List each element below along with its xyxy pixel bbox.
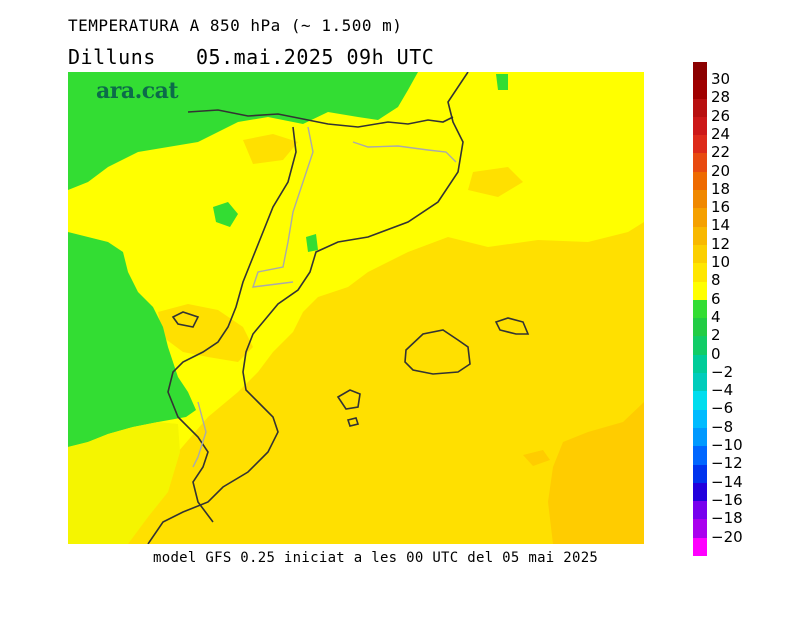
scale-swatch bbox=[693, 501, 707, 520]
scale-label: 8 bbox=[711, 271, 721, 290]
scale-swatch bbox=[693, 226, 707, 245]
scale-label: −10 bbox=[711, 436, 743, 454]
south-border bbox=[192, 401, 207, 468]
scale-label: 18 bbox=[711, 179, 731, 198]
scale-label: 0 bbox=[711, 344, 721, 363]
scale-label: 6 bbox=[711, 289, 721, 308]
scale-label: −8 bbox=[711, 417, 734, 436]
forecast-datetime: 05.mai.2025 09h UTC bbox=[196, 45, 435, 69]
zone-green-west bbox=[68, 232, 196, 447]
scale-swatch bbox=[693, 299, 707, 319]
zone-gold-inland bbox=[158, 304, 253, 362]
scale-label: −4 bbox=[711, 381, 734, 400]
scale-label: 12 bbox=[711, 234, 731, 253]
scale-label: −12 bbox=[711, 454, 743, 473]
ara-cat-logo: ara.cat bbox=[96, 78, 179, 104]
frontier-line bbox=[167, 126, 297, 523]
scale-label: 14 bbox=[711, 216, 731, 235]
scale-label: 30 bbox=[711, 70, 731, 88]
scale-label: 22 bbox=[711, 143, 731, 162]
scale-label: −18 bbox=[711, 509, 743, 528]
pyrenees-line bbox=[187, 109, 454, 128]
mallorca-coast bbox=[404, 329, 471, 375]
zone-green-north bbox=[68, 72, 418, 190]
scale-label: 16 bbox=[711, 198, 731, 217]
scale-swatch bbox=[693, 116, 707, 136]
scale-swatch bbox=[693, 62, 707, 81]
scale-swatch bbox=[693, 190, 707, 209]
scale-swatch bbox=[693, 519, 707, 538]
scale-label: −2 bbox=[711, 362, 734, 381]
scale-swatch bbox=[693, 336, 707, 355]
scale-label: 4 bbox=[711, 307, 721, 326]
forecast-day: Dilluns bbox=[68, 45, 156, 69]
scale-swatch bbox=[693, 482, 707, 502]
zone-orange-spot bbox=[523, 450, 550, 466]
andorra-border bbox=[251, 126, 314, 288]
scale-swatch bbox=[693, 373, 707, 392]
scale-swatch bbox=[693, 135, 707, 154]
zone-light-yellow bbox=[68, 422, 180, 544]
zone-gold-north bbox=[243, 134, 298, 164]
scale-swatch bbox=[693, 427, 707, 447]
inland-boundary bbox=[171, 311, 200, 328]
coastlines bbox=[147, 72, 530, 544]
scale-swatch bbox=[693, 153, 707, 172]
formentera-coast bbox=[346, 417, 360, 427]
mainland-coast bbox=[147, 72, 469, 544]
zone-green-ne bbox=[496, 74, 508, 90]
scale-label: 2 bbox=[711, 326, 721, 345]
scale-swatch bbox=[693, 281, 707, 300]
scale-swatch bbox=[693, 318, 707, 337]
scale-swatch bbox=[693, 263, 707, 282]
scale-label: 24 bbox=[711, 124, 731, 143]
scale-label: 28 bbox=[711, 88, 731, 107]
zone-gold-ne bbox=[468, 167, 523, 197]
scale-label: −14 bbox=[711, 472, 743, 491]
color-scale-bar bbox=[693, 62, 707, 557]
scale-swatch bbox=[693, 244, 707, 264]
model-info: model GFS 0.25 iniciat a les 00 UTC del … bbox=[153, 550, 599, 566]
temperature-map bbox=[68, 72, 644, 544]
scale-label: −6 bbox=[711, 399, 734, 418]
scale-label: −16 bbox=[711, 490, 743, 509]
ibiza-coast bbox=[336, 389, 361, 410]
map-title: TEMPERATURA A 850 hPa (~ 1.500 m) bbox=[68, 16, 403, 35]
scale-swatch bbox=[693, 354, 707, 374]
scale-swatch bbox=[693, 537, 707, 557]
scale-swatch bbox=[693, 464, 707, 483]
scale-label: 20 bbox=[711, 161, 731, 180]
zone-green-blob2 bbox=[306, 234, 318, 252]
scale-swatch bbox=[693, 391, 707, 410]
zone-green-blob1 bbox=[213, 202, 238, 227]
scale-swatch bbox=[693, 171, 707, 191]
borders bbox=[192, 126, 457, 468]
scale-label: 26 bbox=[711, 106, 731, 125]
scale-swatch bbox=[693, 80, 707, 99]
scale-swatch bbox=[693, 98, 707, 117]
zone-orange bbox=[548, 402, 644, 544]
scale-swatch bbox=[693, 208, 707, 227]
zone-gold bbox=[123, 222, 644, 544]
menorca-coast bbox=[494, 317, 530, 335]
scale-swatch bbox=[693, 446, 707, 465]
catalonia-border bbox=[352, 141, 457, 163]
scale-label: 10 bbox=[711, 253, 731, 271]
scale-label: −20 bbox=[711, 527, 743, 546]
scale-swatch bbox=[693, 409, 707, 428]
